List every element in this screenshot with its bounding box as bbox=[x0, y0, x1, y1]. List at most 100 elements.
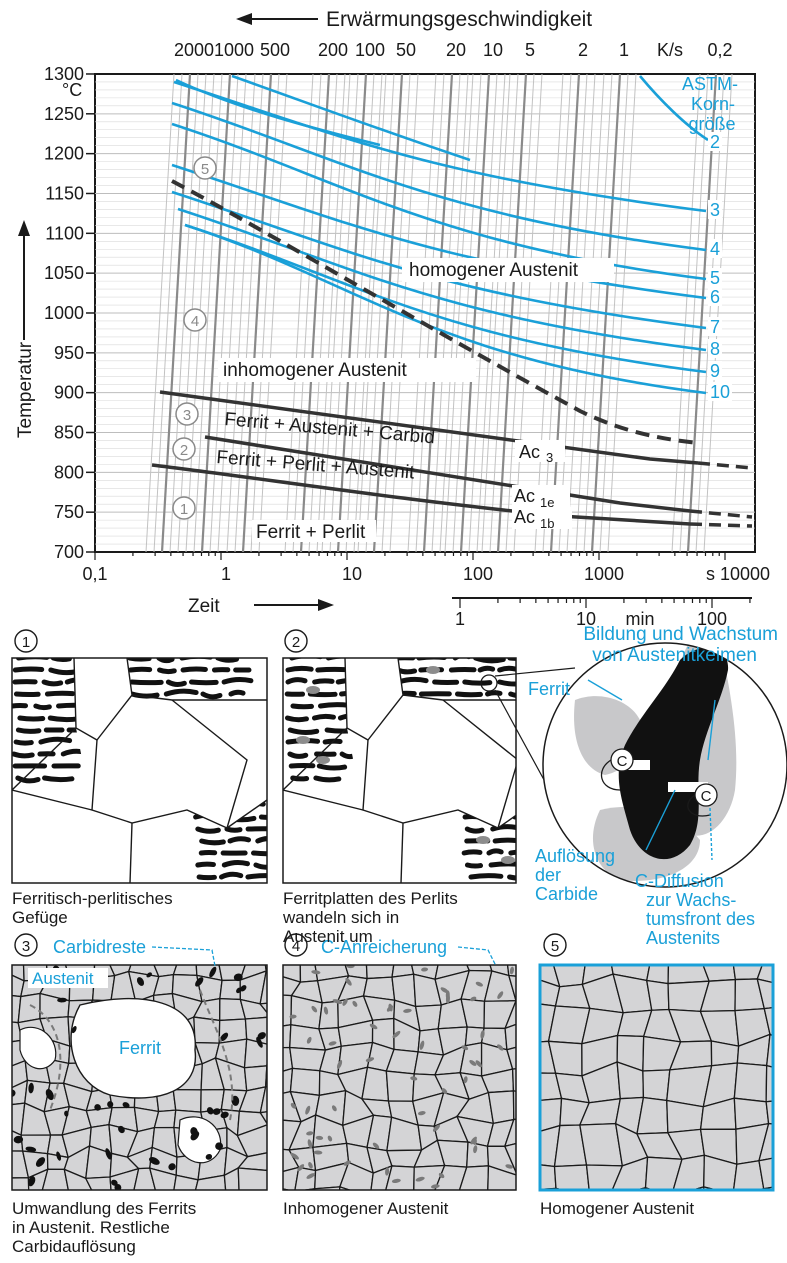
top-tick-10: 1 bbox=[619, 40, 629, 60]
min-tick-0: 1 bbox=[455, 609, 465, 629]
marker-4 bbox=[183, 308, 207, 332]
x-tick-3: 100 bbox=[463, 564, 493, 584]
p3-carbidreste: Carbidreste bbox=[53, 937, 146, 957]
minutes-axis bbox=[452, 597, 752, 608]
astm-number-4: 4 bbox=[710, 239, 720, 259]
astm-title-2: Korn- bbox=[691, 94, 735, 114]
panel-5 bbox=[538, 963, 775, 1192]
astm-number-5: 5 bbox=[710, 268, 720, 288]
svg-text:1: 1 bbox=[22, 634, 30, 651]
astm-number-7: 7 bbox=[710, 317, 720, 337]
astm-title-1: ASTM- bbox=[682, 74, 738, 94]
p4-c-anreicherung: C-Anreicherung bbox=[321, 937, 447, 957]
p3-caption-line-1: in Austenit. Restliche bbox=[12, 1218, 170, 1237]
ac3-dashed bbox=[697, 461, 753, 470]
y-axis-label: Temperatur bbox=[15, 341, 36, 438]
marker-label-4: 4 bbox=[191, 313, 199, 330]
panel-number-1 bbox=[14, 629, 38, 653]
x-tick-0: 0,1 bbox=[82, 564, 107, 584]
top-tick-9: 2 bbox=[578, 40, 588, 60]
zoom-circle: C C bbox=[542, 642, 787, 888]
panel-3 bbox=[11, 964, 268, 1191]
p2-caption-line-0: Ferritplatten des Perlits bbox=[283, 889, 458, 908]
p5-caption-line-0: Homogener Austenit bbox=[540, 1199, 694, 1218]
top-tick-4: 100 bbox=[355, 40, 385, 60]
top-tick-1: 1000 bbox=[214, 40, 254, 60]
ac1b-label: Ac 1b bbox=[512, 507, 572, 531]
zoom-title-2: von Austenitkeimen bbox=[592, 645, 757, 666]
svg-text:3: 3 bbox=[22, 938, 30, 955]
astm-number-10: 10 bbox=[710, 382, 730, 402]
x-axis-label: Zeit bbox=[188, 596, 220, 617]
ac1b-dashed bbox=[689, 522, 753, 528]
zoom-ferrit-label: Ferrit bbox=[528, 679, 570, 699]
astm-grain-size-curves bbox=[171, 74, 709, 395]
marker-label-2: 2 bbox=[180, 442, 188, 459]
zoom-diffusion-2: zur Wachs- bbox=[646, 890, 736, 910]
astm-number-2: 2 bbox=[710, 132, 720, 152]
top-tick-12: 0,2 bbox=[707, 40, 732, 60]
top-tick-3: 200 bbox=[318, 40, 348, 60]
svg-text:4: 4 bbox=[292, 938, 300, 955]
ac1e-label: Ac 1e bbox=[512, 485, 570, 510]
svg-text:5: 5 bbox=[551, 938, 559, 955]
zoom-c-1: C bbox=[617, 753, 628, 770]
y-tick-800: 800 bbox=[54, 462, 84, 482]
region-ferrit-perlit: Ferrit + Perlit bbox=[256, 522, 366, 543]
top-tick-8: 5 bbox=[525, 40, 535, 60]
svg-text:Ac: Ac bbox=[519, 442, 540, 462]
y-tick-1250: 1250 bbox=[44, 104, 84, 124]
y-tick-1300: 1300 bbox=[44, 64, 84, 84]
curve-markers: 1 2 3 4 5 bbox=[172, 156, 217, 520]
zoom-diffusion-3: tumsfront des bbox=[646, 909, 755, 929]
astm-title-3: größe bbox=[688, 114, 735, 134]
astm-legend: ASTM- Korn- größe bbox=[682, 74, 738, 134]
panel-4 bbox=[282, 964, 517, 1191]
top-tick-7: 10 bbox=[483, 40, 503, 60]
y-tick-labels: 1300 1250 1200 1150 1100 1050 1000 950 900 850 800… bbox=[44, 64, 95, 562]
top-tick-5: 50 bbox=[396, 40, 416, 60]
min-tick-1: 10 bbox=[576, 609, 596, 629]
p3-ferrit: Ferrit bbox=[119, 1038, 161, 1058]
marker-label-5: 5 bbox=[201, 161, 209, 178]
zoom-diffusion-4: Austenits bbox=[646, 928, 720, 948]
y-tick-1200: 1200 bbox=[44, 144, 84, 164]
p1-caption-line-1: Gefüge bbox=[12, 908, 68, 927]
minutes-tick-labels: 1 10 min 100 bbox=[455, 609, 727, 629]
y-tick-700: 700 bbox=[54, 542, 84, 562]
x-tick-1: 1 bbox=[221, 564, 231, 584]
svg-text:3: 3 bbox=[546, 450, 553, 465]
marker-label-1: 1 bbox=[180, 501, 188, 518]
zoom-diffusion-1: C-Diffusion bbox=[635, 871, 724, 891]
marker-label-3: 3 bbox=[183, 407, 191, 424]
y-tick-850: 850 bbox=[54, 422, 84, 442]
astm-number-3: 3 bbox=[710, 200, 720, 220]
ac3-line bbox=[159, 390, 699, 465]
ac1e-line bbox=[204, 435, 691, 513]
panel-number-3 bbox=[14, 933, 38, 957]
astm-number-6: 6 bbox=[710, 287, 720, 307]
y-tick-1050: 1050 bbox=[44, 263, 84, 283]
p1-caption-line-0: Ferritisch-perlitisches bbox=[12, 889, 173, 908]
x-axis-arrow bbox=[254, 599, 334, 611]
p3-caption-line-2: Carbidauflösung bbox=[12, 1237, 136, 1256]
top-tick-6: 20 bbox=[446, 40, 466, 60]
panel-numbers: 1 2 3 4 5 bbox=[14, 629, 567, 957]
zoom-aufloesung-1: Auflösung bbox=[535, 846, 615, 866]
marker-3 bbox=[175, 402, 199, 426]
svg-text:1b: 1b bbox=[540, 516, 554, 531]
min-tick-2: min bbox=[625, 609, 654, 629]
ac3-label: Ac 3 bbox=[515, 440, 565, 465]
chart: Erwärmungsgeschwindigkeit 2000 1000 500 200… bbox=[15, 8, 770, 629]
zoom-aufloesung-3: Carbide bbox=[535, 884, 598, 904]
y-tick-950: 950 bbox=[54, 343, 84, 363]
svg-text:1e: 1e bbox=[540, 495, 554, 510]
top-tick-2: 500 bbox=[260, 40, 290, 60]
p2-caption-line-2: Austenit um bbox=[283, 927, 373, 946]
svg-text:2: 2 bbox=[292, 634, 300, 651]
marker-5 bbox=[193, 156, 217, 180]
zoom-aufloesung-2: der bbox=[535, 865, 561, 885]
